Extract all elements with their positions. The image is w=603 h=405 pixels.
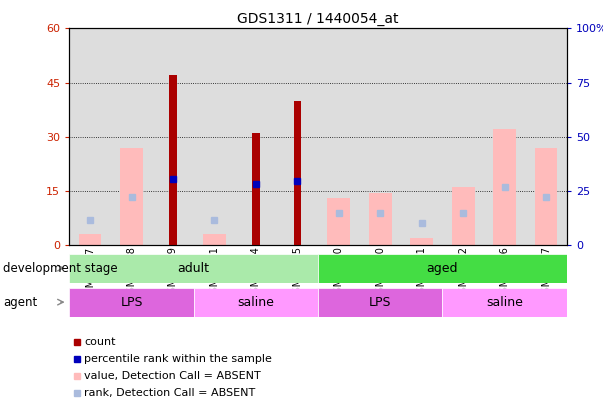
Text: aged: aged [427, 262, 458, 275]
Bar [369, 193, 392, 245]
Bar [69, 28, 111, 245]
Bar [120, 147, 143, 245]
Bar [535, 147, 558, 245]
Bar [443, 28, 484, 245]
Bar [169, 75, 177, 245]
Text: saline: saline [238, 296, 274, 309]
Text: LPS: LPS [120, 296, 143, 309]
Bar [525, 28, 567, 245]
Bar [443, 288, 567, 317]
Title: GDS1311 / 1440054_at: GDS1311 / 1440054_at [238, 12, 399, 26]
Bar [194, 288, 318, 317]
Bar [327, 198, 350, 245]
Bar [69, 254, 318, 283]
Text: LPS: LPS [369, 296, 391, 309]
Bar [252, 133, 260, 245]
Text: value, Detection Call = ABSENT: value, Detection Call = ABSENT [84, 371, 261, 381]
Bar [235, 28, 277, 245]
Bar [69, 288, 194, 317]
Text: percentile rank within the sample: percentile rank within the sample [84, 354, 273, 364]
Bar [318, 254, 567, 283]
Bar [318, 28, 359, 245]
Text: agent: agent [3, 296, 37, 309]
Bar [294, 100, 301, 245]
Bar [484, 28, 525, 245]
Text: count: count [84, 337, 116, 347]
Bar [203, 234, 226, 245]
Text: development stage: development stage [3, 262, 118, 275]
Bar [318, 288, 443, 317]
Text: saline: saline [486, 296, 523, 309]
Bar [410, 238, 433, 245]
Bar [493, 130, 516, 245]
Bar [152, 28, 194, 245]
Bar [78, 234, 101, 245]
Bar [111, 28, 152, 245]
Bar [359, 28, 401, 245]
Bar [277, 28, 318, 245]
Bar [194, 28, 235, 245]
Text: adult: adult [178, 262, 210, 275]
Text: rank, Detection Call = ABSENT: rank, Detection Call = ABSENT [84, 388, 256, 398]
Bar [401, 28, 443, 245]
Bar [452, 187, 475, 245]
